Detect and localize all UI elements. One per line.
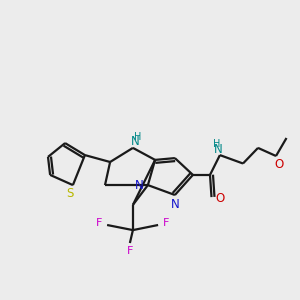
Text: S: S: [66, 187, 74, 200]
Text: O: O: [274, 158, 284, 171]
Text: O: O: [215, 192, 224, 205]
Text: F: F: [163, 218, 170, 229]
Text: F: F: [95, 218, 102, 229]
Text: H: H: [213, 139, 220, 149]
Text: F: F: [127, 246, 133, 256]
Text: N: N: [131, 135, 140, 148]
Text: H: H: [134, 131, 141, 142]
Text: N: N: [214, 142, 223, 156]
Text: N: N: [135, 178, 144, 192]
Text: N: N: [170, 198, 179, 211]
